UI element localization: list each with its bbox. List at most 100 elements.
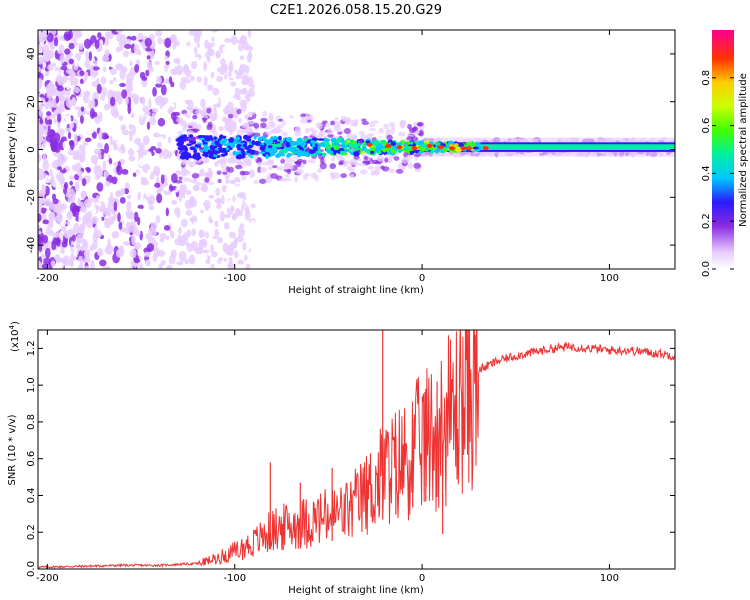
noise-cell [188,161,195,168]
noise-cell [56,113,62,123]
noise-cell [215,50,221,59]
noise-cell [73,64,79,71]
noise-cell [83,265,90,269]
band-cell [256,161,263,167]
noise-cell [97,142,103,149]
band-cell [267,158,275,166]
signal-cell [191,155,197,159]
noise-cell [71,96,77,107]
band-cell [304,127,310,134]
snr-x-ticks: -200 -100 0 100 [36,330,619,584]
noise-cell [79,70,85,77]
noise-cell [142,115,147,120]
noise-cell [155,30,163,37]
noise-cell [228,256,233,264]
noise-cell [155,76,163,85]
band-cell [237,117,243,124]
noise-cell [142,135,150,146]
noise-cell [144,259,151,267]
band-cell [361,118,367,122]
signal-cell [182,134,187,138]
band-cell [253,122,260,129]
noise-cell [124,38,132,45]
signal-cell [259,145,266,151]
signal-cell [294,150,300,154]
noise-cell [232,195,236,203]
band-cell [191,173,200,179]
signal-cell [475,142,481,146]
band-cell [202,117,207,124]
noise-cell [103,151,109,162]
noise-cell [141,96,146,106]
band-cell [401,157,409,164]
band-cell [270,173,278,179]
noise-cell [38,224,41,230]
noise-cell [245,45,254,52]
noise-cell [74,173,80,181]
signal-cell [247,144,253,149]
signal-cell [299,150,307,157]
noise-cell [108,157,113,165]
signal-cell [341,137,345,143]
noise-cell [145,186,152,198]
band-cell [359,169,368,175]
band-cell [353,155,360,160]
noise-cell [109,79,114,85]
noise-cell [101,216,105,221]
noise-cell [221,184,228,193]
spectrogram-x-label: Height of straight line (km) [288,285,424,296]
band-cell [230,157,237,164]
snr-y-label: SNR (10 * v/v) [7,414,18,485]
noise-cell [39,103,43,111]
noise-cell [86,126,94,135]
noise-cell [244,205,250,215]
signal-cell [296,137,303,143]
noise-cell [108,90,116,97]
noise-cell [129,131,133,142]
signal-cell [272,147,278,151]
band-cell [178,176,183,181]
band-cell [378,127,384,134]
band-cell [301,116,309,120]
signal-cell [322,137,328,142]
noise-cell [42,61,47,69]
signal-cell [281,143,285,148]
noise-cell [68,68,74,77]
noise-cell [171,199,178,205]
band-cell [299,118,308,124]
noise-cell [141,180,149,186]
noise-cell [115,248,124,258]
band-cell [212,130,219,138]
noise-cell [84,137,92,143]
noise-cell [219,69,225,75]
noise-cell [39,87,47,94]
noise-cell [143,251,151,257]
noise-cell [46,111,52,117]
noise-cell [98,111,103,122]
noise-cell [103,134,110,140]
noise-cell [235,184,240,194]
noise-cell [38,260,41,269]
signal-cell [312,146,318,152]
noise-cell [148,33,156,40]
noise-cell [169,35,177,41]
noise-cell [232,212,236,221]
band-cell [280,158,286,164]
band-cell [401,166,406,171]
noise-cell [227,101,234,112]
signal-cell [214,150,221,154]
signal-cell [285,142,291,148]
noise-cell [157,117,166,127]
noise-cell [67,188,76,198]
band-cell [405,155,413,160]
band-cell [259,167,268,174]
noise-cell [158,263,163,269]
noise-cell [38,241,43,253]
noise-cell [157,141,162,149]
noise-cell [250,83,255,90]
noise-cell [191,228,197,237]
noise-cell [167,136,172,144]
noise-cell [83,241,89,250]
signal-cell [352,143,359,148]
band-cell [342,163,347,168]
